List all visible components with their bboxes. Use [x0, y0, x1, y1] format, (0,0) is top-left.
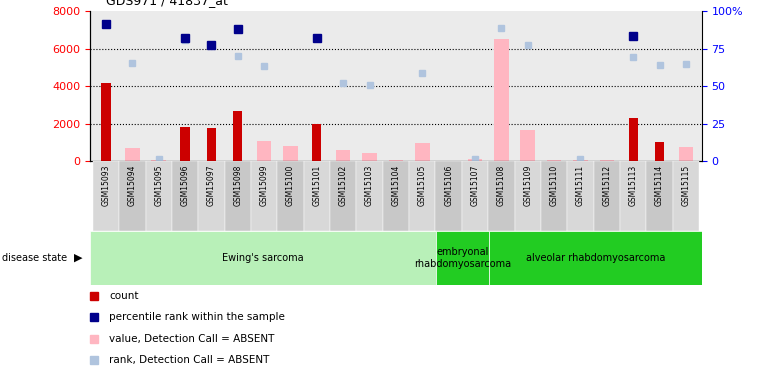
Bar	[489, 231, 702, 285]
Text: percentile rank within the sample: percentile rank within the sample	[110, 312, 285, 322]
Bar	[521, 130, 535, 161]
Bar	[415, 142, 430, 161]
Text: ▶: ▶	[74, 253, 82, 263]
Text: GSM15113: GSM15113	[629, 165, 637, 206]
Bar	[172, 161, 198, 231]
Text: GSM15094: GSM15094	[128, 165, 137, 206]
Bar	[357, 161, 383, 231]
Text: count: count	[110, 291, 139, 301]
Text: GSM15105: GSM15105	[418, 165, 426, 206]
Bar	[568, 161, 593, 231]
Text: GSM15100: GSM15100	[286, 165, 295, 206]
Text: GSM15108: GSM15108	[497, 165, 506, 206]
Text: embryonal
rhabdomyosarcoma: embryonal rhabdomyosarcoma	[414, 247, 511, 268]
Text: GSM15107: GSM15107	[470, 165, 480, 206]
Bar	[655, 142, 664, 161]
Bar	[93, 161, 119, 231]
Bar	[119, 161, 146, 231]
Bar	[125, 148, 140, 161]
Text: GSM15111: GSM15111	[576, 165, 585, 206]
Bar	[629, 118, 637, 161]
Text: GSM15098: GSM15098	[234, 165, 242, 206]
Bar	[462, 161, 488, 231]
Text: value, Detection Call = ABSENT: value, Detection Call = ABSENT	[110, 334, 275, 344]
Bar	[468, 159, 482, 161]
Text: Ewing's sarcoma: Ewing's sarcoma	[222, 253, 303, 263]
Bar	[180, 127, 190, 161]
Text: GSM15103: GSM15103	[365, 165, 374, 206]
Text: GSM15104: GSM15104	[391, 165, 401, 206]
Bar	[198, 161, 224, 231]
Text: GSM15099: GSM15099	[260, 165, 269, 206]
Bar	[673, 161, 699, 231]
Text: disease state: disease state	[2, 253, 67, 263]
Bar	[312, 124, 321, 161]
Bar	[257, 141, 271, 161]
Text: GSM15093: GSM15093	[101, 165, 111, 206]
Bar	[600, 160, 614, 161]
Text: GSM15106: GSM15106	[445, 165, 453, 206]
Bar	[593, 161, 620, 231]
Bar	[646, 161, 673, 231]
Bar	[362, 153, 377, 161]
Bar	[546, 160, 561, 161]
Text: GDS971 / 41837_at: GDS971 / 41837_at	[106, 0, 227, 8]
Text: GSM15112: GSM15112	[602, 165, 612, 206]
Bar	[488, 161, 514, 231]
Bar	[573, 160, 588, 161]
Bar	[303, 161, 330, 231]
Text: GSM15110: GSM15110	[550, 165, 558, 206]
Bar	[514, 161, 541, 231]
Bar	[679, 147, 693, 161]
Bar	[101, 82, 111, 161]
Text: GSM15115: GSM15115	[681, 165, 691, 206]
Text: alveolar rhabdomyosarcoma: alveolar rhabdomyosarcoma	[525, 253, 665, 263]
Bar	[151, 160, 166, 161]
Bar	[146, 161, 172, 231]
Bar	[224, 161, 251, 231]
Bar	[409, 161, 435, 231]
Bar	[233, 111, 242, 161]
Text: GSM15109: GSM15109	[523, 165, 532, 206]
Bar	[278, 161, 303, 231]
Bar	[494, 39, 509, 161]
Text: GSM15097: GSM15097	[207, 165, 216, 206]
Bar	[283, 146, 298, 161]
Bar	[541, 161, 568, 231]
Text: GSM15101: GSM15101	[312, 165, 321, 206]
Text: GSM15114: GSM15114	[655, 165, 664, 206]
Bar	[389, 160, 403, 161]
Bar	[436, 231, 489, 285]
Text: GSM15102: GSM15102	[339, 165, 347, 206]
Bar	[90, 231, 436, 285]
Bar	[336, 150, 350, 161]
Bar	[435, 161, 462, 231]
Bar	[330, 161, 357, 231]
Bar	[251, 161, 278, 231]
Text: GSM15096: GSM15096	[180, 165, 190, 206]
Bar	[620, 161, 646, 231]
Text: GSM15095: GSM15095	[154, 165, 163, 206]
Text: rank, Detection Call = ABSENT: rank, Detection Call = ABSENT	[110, 356, 270, 366]
Bar	[207, 129, 216, 161]
Bar	[383, 161, 409, 231]
